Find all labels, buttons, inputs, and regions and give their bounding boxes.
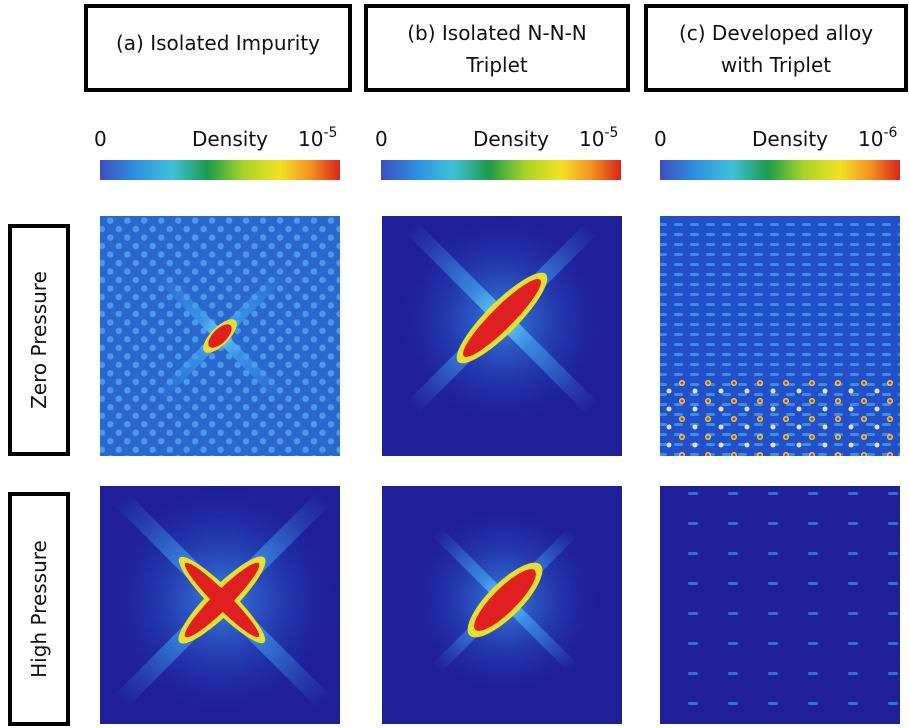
column-header: (a) Isolated Impurity <box>116 31 320 55</box>
colorbar-label: Density <box>473 127 549 151</box>
colorbar-min: 0 <box>94 127 107 151</box>
density-map <box>100 486 340 724</box>
density-map <box>660 216 900 456</box>
density-map <box>382 486 622 724</box>
colorbar-max-exponent: -5 <box>323 125 337 141</box>
column-header: (b) Isolated N-N-N <box>407 21 587 45</box>
figure: (a) Isolated Impurity (b) Isolated N-N-N… <box>0 0 909 728</box>
colorbar-max: 10-6 <box>858 125 898 151</box>
colorbar-max-exponent: -6 <box>883 125 897 141</box>
colorbar-min: 0 <box>654 127 667 151</box>
colorbar-max-exponent: -5 <box>604 125 618 141</box>
colorbar <box>660 160 900 180</box>
colorbar-label: Density <box>752 127 828 151</box>
row-label: Zero Pressure <box>27 271 51 409</box>
density-map <box>660 486 900 724</box>
colorbar <box>381 160 621 180</box>
colorbar-min: 0 <box>375 127 388 151</box>
colorbar-max-base: 10 <box>858 127 883 151</box>
header-box <box>646 6 906 90</box>
colorbar-max: 10-5 <box>298 125 337 151</box>
density-map <box>382 216 622 456</box>
colorbar <box>100 160 340 180</box>
header-box <box>366 6 628 90</box>
column-header: Triplet <box>465 53 528 77</box>
colorbar-max: 10-5 <box>579 125 618 151</box>
density-map <box>100 216 340 456</box>
colorbar-max-base: 10 <box>579 127 604 151</box>
column-header: (c) Developed alloy <box>679 21 873 45</box>
column-header: with Triplet <box>721 53 831 77</box>
colorbar-max-base: 10 <box>298 127 323 151</box>
colorbar-label: Density <box>192 127 268 151</box>
row-label: High Pressure <box>27 540 51 678</box>
